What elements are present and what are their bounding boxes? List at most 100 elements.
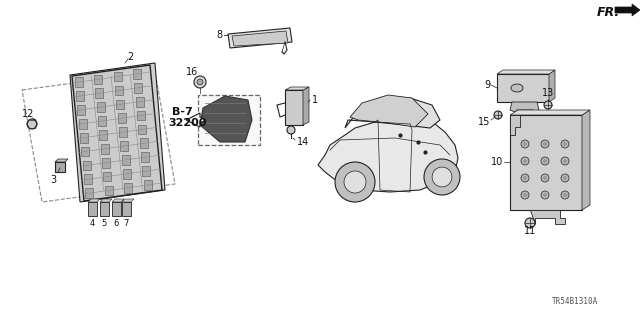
Circle shape: [561, 140, 569, 148]
Bar: [123, 169, 131, 179]
Polygon shape: [497, 74, 549, 102]
Bar: [81, 147, 89, 156]
Polygon shape: [55, 159, 68, 162]
Circle shape: [194, 76, 206, 88]
Text: FR.: FR.: [597, 5, 620, 19]
Text: 1: 1: [312, 95, 318, 105]
Polygon shape: [112, 202, 121, 216]
Bar: [124, 183, 132, 193]
Polygon shape: [122, 199, 134, 202]
Circle shape: [561, 157, 569, 165]
Circle shape: [523, 142, 527, 146]
Text: 10: 10: [491, 157, 503, 167]
Bar: [120, 141, 128, 151]
Bar: [76, 91, 84, 101]
Polygon shape: [303, 87, 309, 125]
Circle shape: [197, 79, 203, 85]
Bar: [198, 95, 260, 145]
Bar: [118, 113, 125, 123]
Circle shape: [543, 176, 547, 180]
Bar: [79, 119, 86, 129]
Text: B-7: B-7: [172, 107, 193, 117]
Polygon shape: [70, 63, 165, 202]
Text: 9: 9: [484, 80, 490, 90]
Bar: [55, 162, 65, 172]
Text: 8: 8: [216, 30, 222, 40]
Text: TR54B1310A: TR54B1310A: [552, 297, 598, 306]
Polygon shape: [345, 98, 440, 128]
Ellipse shape: [511, 84, 523, 92]
Circle shape: [521, 157, 529, 165]
Polygon shape: [122, 202, 131, 216]
Bar: [136, 97, 144, 107]
Polygon shape: [530, 210, 565, 224]
Bar: [102, 158, 110, 168]
Text: 13: 13: [542, 88, 554, 98]
Circle shape: [287, 126, 295, 134]
Bar: [138, 124, 147, 134]
Text: 6: 6: [113, 220, 118, 228]
Circle shape: [27, 119, 37, 129]
Polygon shape: [200, 96, 252, 142]
Bar: [137, 111, 145, 120]
Circle shape: [521, 140, 529, 148]
Circle shape: [541, 191, 549, 199]
Polygon shape: [88, 202, 97, 216]
Circle shape: [424, 159, 460, 195]
Circle shape: [541, 140, 549, 148]
Bar: [100, 144, 109, 154]
Bar: [95, 88, 103, 98]
Polygon shape: [549, 70, 555, 102]
Polygon shape: [100, 202, 109, 216]
Bar: [103, 172, 111, 181]
Circle shape: [543, 159, 547, 163]
Circle shape: [543, 142, 547, 146]
Circle shape: [523, 176, 527, 180]
Text: 3: 3: [50, 175, 56, 185]
Bar: [94, 75, 102, 84]
Text: 4: 4: [90, 220, 95, 228]
Text: 2: 2: [127, 52, 133, 62]
Bar: [144, 180, 152, 190]
Bar: [99, 130, 108, 140]
Circle shape: [563, 193, 567, 197]
Polygon shape: [112, 199, 124, 202]
Circle shape: [494, 111, 502, 119]
Polygon shape: [350, 95, 428, 127]
Text: 14: 14: [297, 137, 309, 147]
Polygon shape: [510, 115, 582, 210]
Circle shape: [523, 193, 527, 197]
Bar: [140, 139, 148, 148]
Circle shape: [521, 174, 529, 182]
Bar: [105, 186, 113, 195]
Text: 15: 15: [477, 117, 490, 127]
Bar: [84, 174, 92, 184]
Circle shape: [561, 191, 569, 199]
Polygon shape: [100, 199, 112, 202]
Bar: [77, 105, 85, 115]
Bar: [74, 77, 83, 87]
Bar: [98, 116, 106, 126]
Text: 11: 11: [524, 226, 536, 236]
Polygon shape: [510, 115, 520, 135]
Polygon shape: [228, 28, 292, 48]
Circle shape: [543, 193, 547, 197]
Circle shape: [344, 171, 366, 193]
Bar: [115, 86, 123, 95]
Circle shape: [335, 162, 375, 202]
Polygon shape: [615, 4, 640, 16]
Polygon shape: [88, 199, 100, 202]
Polygon shape: [510, 110, 590, 115]
Text: 7: 7: [124, 220, 129, 228]
Polygon shape: [285, 90, 303, 125]
Polygon shape: [186, 113, 206, 127]
Bar: [141, 152, 149, 162]
Bar: [113, 72, 122, 82]
Circle shape: [561, 174, 569, 182]
Circle shape: [541, 157, 549, 165]
Circle shape: [563, 159, 567, 163]
Polygon shape: [318, 120, 458, 192]
Circle shape: [541, 174, 549, 182]
Text: 12: 12: [22, 109, 34, 119]
Circle shape: [563, 176, 567, 180]
